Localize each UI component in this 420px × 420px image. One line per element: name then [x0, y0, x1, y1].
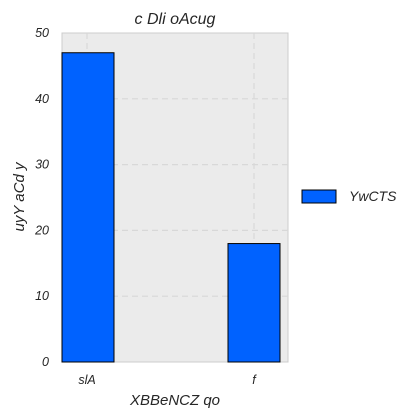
x-tick-label: slA: [78, 373, 95, 387]
legend-label: YwCTS: [349, 188, 397, 204]
bar-f: [228, 244, 280, 362]
x-axis-label: XBBeNCZ qo: [129, 392, 220, 409]
legend: YwCTS: [302, 188, 397, 204]
x-tick-labels: slA f: [78, 373, 257, 387]
y-tick-label: 10: [35, 289, 49, 303]
x-tick-label: f: [252, 373, 257, 387]
y-tick-label: 30: [35, 158, 49, 172]
y-tick-label: 20: [34, 223, 49, 237]
chart-title: c Dli oAcug: [135, 11, 216, 28]
bar-slA: [62, 53, 114, 362]
legend-swatch: [302, 190, 336, 203]
y-tick-labels: 0 10 20 30 40 50: [34, 26, 49, 369]
y-tick-label: 50: [35, 26, 49, 40]
y-tick-label: 40: [35, 92, 49, 106]
y-axis-label: uyY aCd y: [11, 161, 28, 231]
y-tick-label: 0: [42, 355, 49, 369]
